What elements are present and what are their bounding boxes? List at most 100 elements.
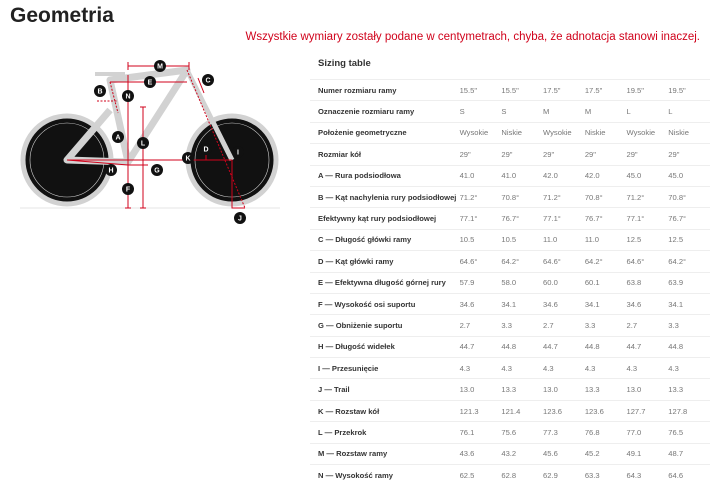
table-cell: 4.3 (543, 357, 585, 379)
table-row: D — Kąt główki ramy 64.6° 64.2° 64.6° 64.2° 6… (310, 250, 710, 273)
table-cell: 123.6 (543, 399, 585, 422)
table-cell: 76.7° (501, 207, 544, 230)
bike-geometry-diagram: M E C B N A L H G K D I F J (20, 60, 280, 224)
table-cell: 77.1° (626, 207, 669, 230)
table-cell: 70.8° (501, 185, 544, 208)
label-letter: H (108, 168, 113, 175)
table-cell: 76.1 (459, 421, 502, 444)
table-cell: 34.1 (501, 292, 544, 315)
label-badge (122, 90, 134, 102)
row-label: D — Kąt główki ramy (310, 250, 460, 273)
table-cell: 49.1 (626, 442, 669, 465)
table-cell: 3.3 (668, 314, 710, 337)
table-row: H — Długość widełek 44.7 44.8 44.7 44.8 44.7 4… (310, 335, 710, 358)
label-badge (182, 152, 194, 164)
row-label: G — Obniżenie suportu (310, 314, 460, 337)
table-cell: 77.1° (459, 207, 502, 230)
table-cell: 13.3 (668, 378, 710, 401)
table-cell: Niskie (501, 121, 544, 144)
table-cell: M (584, 100, 627, 123)
table-cell: 71.2° (459, 185, 502, 208)
sizing-table-title: Sizing table (318, 58, 371, 69)
label-badge (200, 143, 212, 155)
table-row: F — Wysokość osi suportu 34.6 34.1 34.6 34.1… (310, 292, 710, 315)
table-row: Numer rozmiaru ramy 15.5" 15.5" 17.5" 17.5" 1… (310, 78, 710, 101)
table-cell: 3.3 (501, 314, 544, 337)
table-cell: 76.5 (668, 421, 710, 444)
table-cell: 17.5" (543, 78, 585, 101)
table-cell: 2.7 (543, 314, 585, 337)
table-cell: 13.3 (501, 378, 544, 401)
label-badge (112, 131, 124, 143)
label-badge (232, 146, 244, 158)
table-cell: 29" (459, 143, 502, 166)
table-cell: 34.1 (668, 292, 710, 315)
table-cell: 13.0 (543, 378, 585, 401)
table-cell: 17.5" (584, 78, 627, 101)
table-cell: 123.6 (584, 399, 627, 422)
table-row: L — Przekrok 76.1 75.6 77.3 76.8 77.0 76.5 (310, 421, 710, 444)
table-cell: 19.5" (668, 78, 710, 101)
table-row: N — Wysokość ramy 62.5 62.8 62.9 63.3 64.3 64.… (310, 464, 710, 485)
table-row: Położenie geometryczne Wysokie Niskie Wysok… (310, 121, 710, 144)
row-label: I — Przesunięcie (310, 357, 460, 379)
table-cell: 121.4 (501, 399, 544, 422)
table-cell: 57.9 (459, 271, 502, 294)
label-letter: G (154, 168, 160, 175)
units-note: Wszystkie wymiary zostały podane w centy… (245, 31, 700, 43)
table-cell: 4.3 (501, 357, 544, 379)
table-cell: 44.8 (501, 335, 544, 358)
table-cell: 127.7 (626, 399, 669, 422)
table-cell: 64.2° (584, 250, 627, 273)
label-a: A (112, 131, 124, 143)
label-k: K (182, 152, 194, 164)
label-letter: A (115, 135, 120, 142)
table-cell: 4.3 (459, 357, 502, 379)
label-letter: M (157, 64, 163, 71)
label-letter: F (126, 187, 131, 194)
table-cell: L (668, 100, 710, 123)
row-label: Oznaczenie rozmiaru ramy (310, 100, 460, 123)
table-cell: 42.0 (543, 164, 585, 187)
table-cell: 3.3 (584, 314, 627, 337)
table-cell: 44.8 (584, 335, 627, 358)
table-cell: 44.7 (459, 335, 502, 358)
table-cell: S (459, 100, 502, 123)
label-h: H (105, 164, 117, 176)
table-cell: 70.8° (668, 185, 710, 208)
row-label: Numer rozmiaru ramy (310, 78, 460, 101)
table-cell: 44.7 (626, 335, 669, 358)
label-letter: D (203, 147, 208, 154)
table-row: M — Rozstaw ramy 43.6 43.2 45.6 45.2 49.1 48.7 (310, 442, 710, 465)
label-d: D (200, 143, 212, 155)
row-label: K — Rozstaw kół (310, 399, 460, 422)
table-cell: S (501, 100, 544, 123)
row-label: H — Długość widełek (310, 335, 460, 358)
table-cell: 29" (501, 143, 544, 166)
sizing-table: Numer rozmiaru ramy 15.5" 15.5" 17.5" 17.5" 1… (310, 78, 710, 485)
table-row: Rozmiar kół 29" 29" 29" 29" 29" 29" (310, 143, 710, 166)
label-b: B (94, 85, 106, 97)
label-badge (122, 183, 134, 195)
label-g: G (151, 164, 163, 176)
label-badge (234, 212, 246, 224)
page-title: Geometria (10, 4, 114, 27)
label-letter: L (141, 141, 146, 148)
label-badge (144, 76, 156, 88)
table-cell: 70.8° (584, 185, 627, 208)
table-cell: 15.5" (459, 78, 502, 101)
row-label: M — Rozstaw ramy (310, 442, 460, 465)
table-row: Oznaczenie rozmiaru ramy S S M M L L (310, 100, 710, 123)
table-cell: 127.8 (668, 399, 710, 422)
table-cell: 34.6 (459, 292, 502, 315)
table-cell: 43.2 (501, 442, 544, 465)
table-cell: 13.3 (584, 378, 627, 401)
table-cell: 48.7 (668, 442, 710, 465)
table-cell: 4.3 (668, 357, 710, 379)
table-row: I — Przesunięcie 4.3 4.3 4.3 4.3 4.3 4.3 (310, 357, 710, 379)
row-label: L — Przekrok (310, 421, 460, 444)
table-cell: 45.0 (626, 164, 669, 187)
label-letter: J (238, 216, 242, 223)
table-cell: 62.5 (459, 464, 502, 485)
label-i: I (232, 146, 244, 158)
